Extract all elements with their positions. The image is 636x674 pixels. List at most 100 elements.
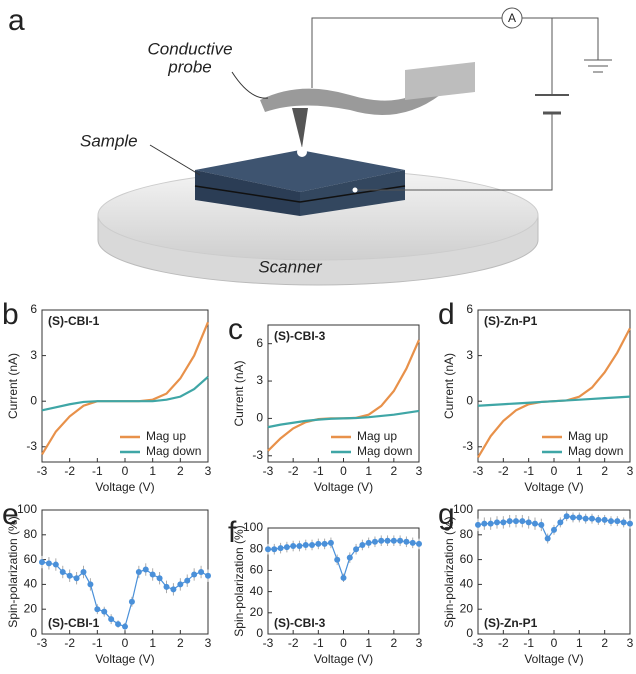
- chart: -3 -2 -1 0 1 2 3 -3 0 3 6 Voltage (V) Current (nA) c (…: [228, 313, 423, 494]
- point: [191, 571, 198, 578]
- point: [52, 561, 59, 568]
- point: [557, 519, 564, 526]
- layer-line: [299, 185, 406, 203]
- point: [513, 518, 519, 525]
- y-tick-label: 20: [460, 601, 474, 615]
- x-tick-label: 3: [416, 464, 423, 478]
- point: [563, 513, 570, 520]
- x-tick-label: -2: [64, 636, 75, 650]
- x-axis-title: Voltage (V): [95, 480, 154, 494]
- point: [205, 572, 211, 579]
- y-tick-label: 60: [250, 563, 264, 577]
- chart: -3 -2 -1 0 1 2 3 -3 0 3 6 Voltage (V) Current (nA) b (…: [2, 298, 212, 494]
- point: [589, 515, 595, 522]
- point: [290, 543, 297, 550]
- point: [551, 526, 557, 533]
- x-tick-label: 0: [551, 636, 558, 650]
- point: [608, 518, 614, 525]
- y-tick-label: 60: [460, 552, 474, 566]
- y-tick-label: 80: [460, 527, 474, 541]
- point: [128, 598, 135, 605]
- annotation: (S)-CBI-1: [48, 616, 100, 630]
- probe-label: Conductive: [147, 39, 232, 58]
- wire: [522, 17, 599, 60]
- x-axis-title: Voltage (V): [524, 652, 583, 666]
- point: [371, 538, 378, 545]
- point: [340, 574, 347, 581]
- point: [416, 540, 422, 547]
- panel-label: e: [2, 498, 19, 531]
- point: [271, 546, 278, 553]
- point: [620, 519, 627, 526]
- chip: [405, 62, 475, 100]
- point: [519, 518, 526, 525]
- x-tick-label: 1: [576, 464, 583, 478]
- y-tick-label: 6: [466, 302, 473, 316]
- point: [570, 514, 576, 521]
- scanner-label: Scanner: [258, 257, 323, 276]
- x-tick-label: -2: [498, 464, 509, 478]
- point: [59, 569, 66, 575]
- x-tick-label: -2: [498, 636, 509, 650]
- x-tick-label: -3: [37, 464, 48, 478]
- point: [277, 545, 284, 552]
- point: [409, 539, 416, 546]
- panel-label: c: [228, 313, 243, 346]
- point: [582, 515, 589, 522]
- sample-right: [300, 170, 405, 216]
- point: [39, 559, 45, 566]
- spark: [297, 147, 307, 157]
- x-axis-title: Voltage (V): [95, 652, 154, 666]
- point: [627, 520, 633, 527]
- x-tick-label: -3: [263, 636, 274, 650]
- x-tick-label: -1: [92, 636, 103, 650]
- point: [94, 606, 101, 613]
- y-axis-title: Current (nA): [232, 360, 246, 426]
- x-tick-label: 3: [205, 636, 212, 650]
- y-tick-label: 0: [30, 626, 37, 640]
- point: [327, 539, 334, 546]
- point: [265, 546, 271, 553]
- point: [487, 520, 494, 527]
- point: [198, 569, 205, 575]
- point: [359, 541, 366, 548]
- y-tick-label: 80: [250, 541, 264, 555]
- point: [346, 554, 353, 561]
- point: [115, 621, 122, 628]
- chart: -3 -2 -1 0 1 2 3 0 20 40 60 80 100 Voltage (V) Spin-po…: [438, 498, 634, 666]
- point: [142, 566, 149, 573]
- contact: [352, 187, 358, 193]
- y-tick-label: 6: [256, 336, 263, 350]
- series-line: [41, 376, 209, 412]
- ammeter-label: A: [508, 11, 516, 25]
- y-tick-label: 40: [460, 577, 474, 591]
- point: [397, 537, 404, 544]
- x-tick-label: 3: [205, 464, 212, 478]
- annotation: (S)-CBI-3: [274, 616, 326, 630]
- sample-left: [195, 170, 300, 216]
- point: [532, 520, 538, 527]
- x-tick-label: -1: [92, 464, 103, 478]
- y-tick-label: 6: [30, 302, 37, 316]
- x-tick-label: 1: [365, 464, 372, 478]
- annotation: (S)-Zn-P1: [484, 314, 538, 328]
- chart: -3 -2 -1 0 1 2 3 0 20 40 60 80 100 Voltage (V) Spin-po…: [2, 498, 212, 666]
- y-tick-label: 0: [466, 393, 473, 407]
- panel-label: b: [2, 298, 19, 331]
- point: [500, 519, 507, 526]
- point: [149, 571, 156, 578]
- point: [390, 537, 397, 544]
- point: [101, 608, 108, 615]
- y-tick-label: -3: [252, 448, 263, 462]
- x-tick-label: 2: [601, 464, 608, 478]
- point: [184, 577, 191, 584]
- point: [87, 581, 94, 588]
- point: [525, 519, 532, 526]
- legend-label: Mag up: [146, 429, 186, 443]
- point: [163, 583, 170, 590]
- x-tick-label: 2: [601, 636, 608, 650]
- point: [494, 519, 500, 526]
- point: [73, 575, 80, 582]
- point: [475, 521, 481, 528]
- x-axis-title: Voltage (V): [314, 480, 373, 494]
